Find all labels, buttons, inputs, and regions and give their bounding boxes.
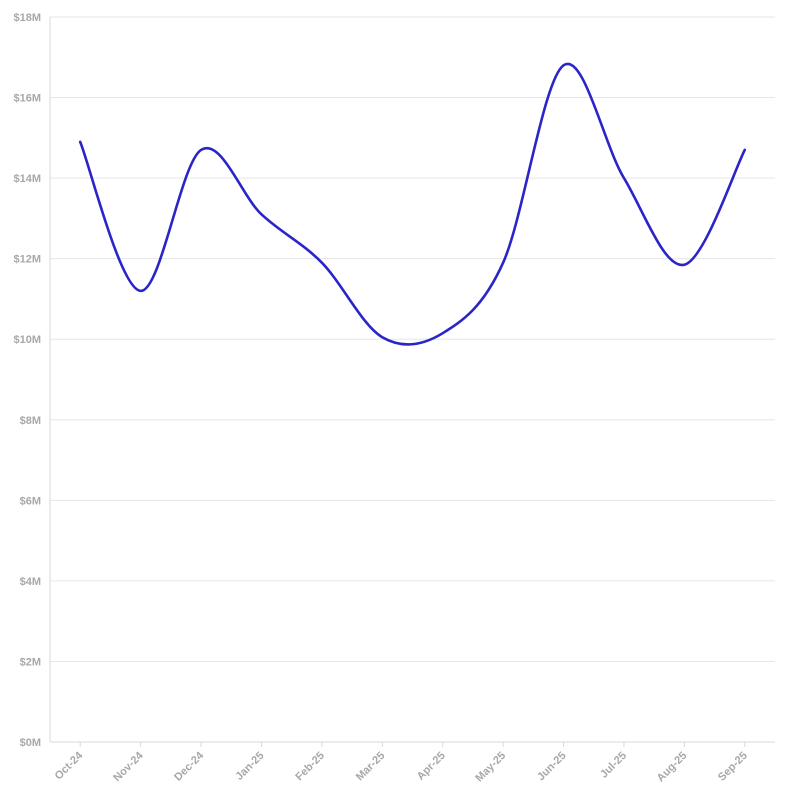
- y-tick-label: $14M: [13, 173, 41, 185]
- x-tick-label: Sep-25: [716, 750, 750, 784]
- y-tick-label: $4M: [20, 576, 41, 588]
- x-tick-label: Nov-24: [111, 749, 146, 784]
- y-tick-label: $8M: [20, 415, 41, 427]
- y-tick-label: $2M: [20, 656, 41, 668]
- grid-lines: [50, 16, 775, 743]
- x-tick-label: Jun-25: [535, 750, 569, 784]
- x-tick-label: Oct-24: [53, 749, 86, 782]
- x-tick-label: Mar-25: [354, 750, 388, 784]
- y-tick-label: $10M: [13, 334, 41, 346]
- x-tick-label: May-25: [473, 750, 508, 785]
- x-tick-label: Aug-25: [655, 750, 690, 785]
- y-tick-label: $0M: [20, 737, 41, 749]
- y-tick-label: $12M: [13, 254, 41, 266]
- y-tick-label: $16M: [13, 93, 41, 105]
- tick-labels: $0M $2M $4M $6M $8M $10M $12M $14M $16M $18M Oct-2…: [13, 12, 749, 784]
- y-tick-label: $6M: [20, 495, 41, 507]
- y-tick-label: $18M: [13, 12, 41, 24]
- x-tick-label: Jul-25: [598, 750, 629, 781]
- series-layer: [78, 62, 747, 346]
- axes: [49, 17, 775, 747]
- x-tick-label: Jan-25: [233, 750, 266, 783]
- series-line-0: [78, 62, 747, 346]
- x-tick-label: Feb-25: [293, 750, 327, 784]
- x-tick-label: Apr-25: [415, 750, 448, 783]
- x-tick-label: Dec-24: [172, 749, 207, 784]
